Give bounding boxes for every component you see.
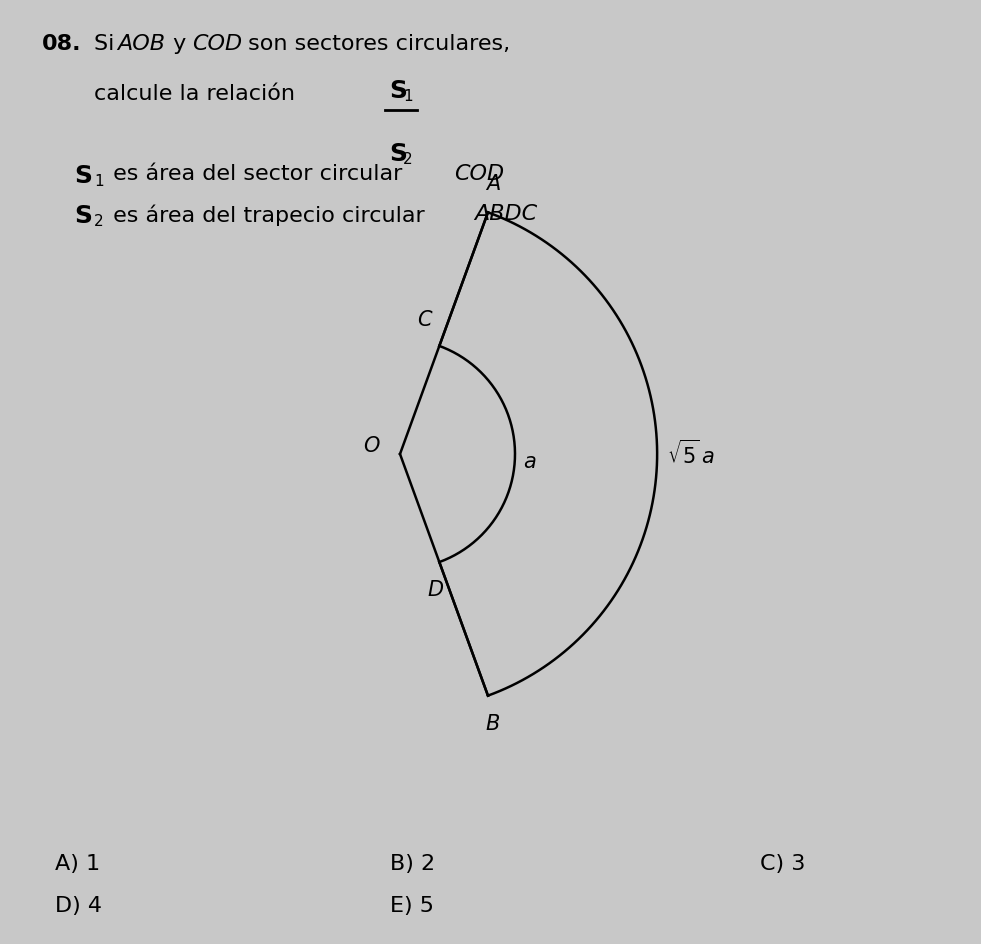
Text: es área del sector circular: es área del sector circular	[106, 164, 409, 184]
Text: 2: 2	[403, 152, 413, 167]
Text: $\mathbf{S}$: $\mathbf{S}$	[74, 204, 92, 228]
Text: 2: 2	[94, 214, 104, 229]
Text: E) 5: E) 5	[390, 896, 434, 916]
Text: A) 1: A) 1	[55, 854, 100, 874]
Text: 08.: 08.	[42, 34, 81, 54]
Text: C: C	[417, 310, 432, 330]
Text: es área del trapecio circular: es área del trapecio circular	[106, 204, 432, 226]
Text: A: A	[486, 175, 500, 194]
Text: calcule la relación: calcule la relación	[94, 84, 295, 104]
Text: D: D	[428, 580, 443, 600]
Text: $\mathbf{S}$: $\mathbf{S}$	[74, 164, 92, 188]
Text: $\mathbf{S}$: $\mathbf{S}$	[389, 142, 407, 166]
Text: son sectores circulares,: son sectores circulares,	[241, 34, 510, 54]
Text: y: y	[166, 34, 193, 54]
Text: C) 3: C) 3	[760, 854, 805, 874]
Text: B) 2: B) 2	[390, 854, 436, 874]
Text: B: B	[486, 714, 500, 733]
Text: D) 4: D) 4	[55, 896, 102, 916]
Text: COD: COD	[192, 34, 242, 54]
Text: O: O	[364, 436, 380, 456]
Text: 1: 1	[94, 174, 104, 189]
Text: COD: COD	[454, 164, 504, 184]
Text: a: a	[523, 452, 536, 472]
Text: AOB: AOB	[117, 34, 165, 54]
Text: $\sqrt{5}\,a$: $\sqrt{5}\,a$	[667, 440, 715, 468]
Text: Si: Si	[94, 34, 122, 54]
Text: 1: 1	[403, 89, 413, 104]
Text: $\mathbf{S}$: $\mathbf{S}$	[389, 79, 407, 103]
Text: ABDC: ABDC	[474, 204, 538, 224]
